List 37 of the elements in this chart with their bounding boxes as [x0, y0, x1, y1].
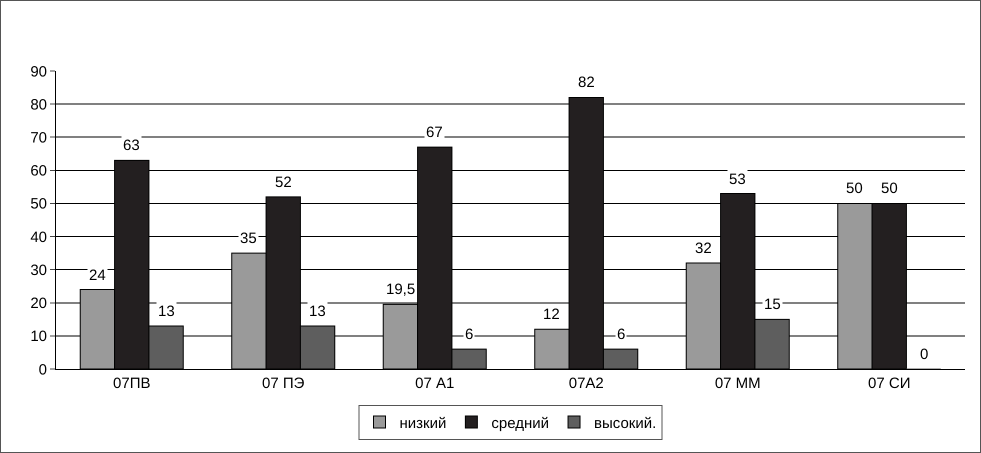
data-label: 53 [729, 171, 746, 188]
data-label: 13 [309, 303, 326, 320]
x-tick-label: 07 ММ [714, 375, 761, 392]
y-tick-label: 70 [30, 129, 47, 146]
x-tick-label: 07 А1 [415, 375, 454, 392]
y-tick-label: 60 [30, 162, 47, 180]
y-tick-label: 10 [30, 328, 47, 346]
y-tick-label: 30 [30, 262, 47, 279]
x-tick-label: 07ПВ [113, 375, 150, 392]
data-label: 67 [426, 124, 443, 141]
data-label: 12 [543, 306, 560, 323]
data-label: 19,5 [386, 281, 416, 298]
data-label: 35 [240, 230, 257, 247]
legend-label: низкий [400, 414, 446, 432]
data-label: 13 [158, 303, 175, 320]
legend-label: высокий. [594, 414, 656, 432]
y-tick-label: 90 [30, 63, 47, 80]
data-label: 32 [695, 240, 712, 257]
data-label: 63 [123, 137, 140, 154]
data-label: 15 [764, 296, 781, 313]
y-tick-label: 0 [38, 361, 47, 378]
data-label: 50 [846, 180, 863, 197]
x-tick-label: 07А2 [568, 375, 604, 392]
y-tick-label: 20 [30, 295, 47, 312]
y-tick-label: 50 [30, 196, 47, 213]
legend-label: средний [491, 414, 550, 432]
data-label: 0 [920, 346, 928, 363]
data-label: 6 [617, 326, 626, 343]
data-label: 52 [275, 174, 292, 191]
y-tick-label: 40 [30, 228, 47, 246]
data-label: 50 [881, 180, 898, 197]
y-tick-label: 80 [30, 96, 47, 114]
data-label: 82 [578, 74, 595, 91]
data-label: 6 [465, 326, 474, 343]
data-label: 24 [89, 267, 106, 284]
x-tick-label: 07 ПЭ [262, 375, 305, 392]
x-tick-label: 07 СИ [868, 375, 910, 392]
